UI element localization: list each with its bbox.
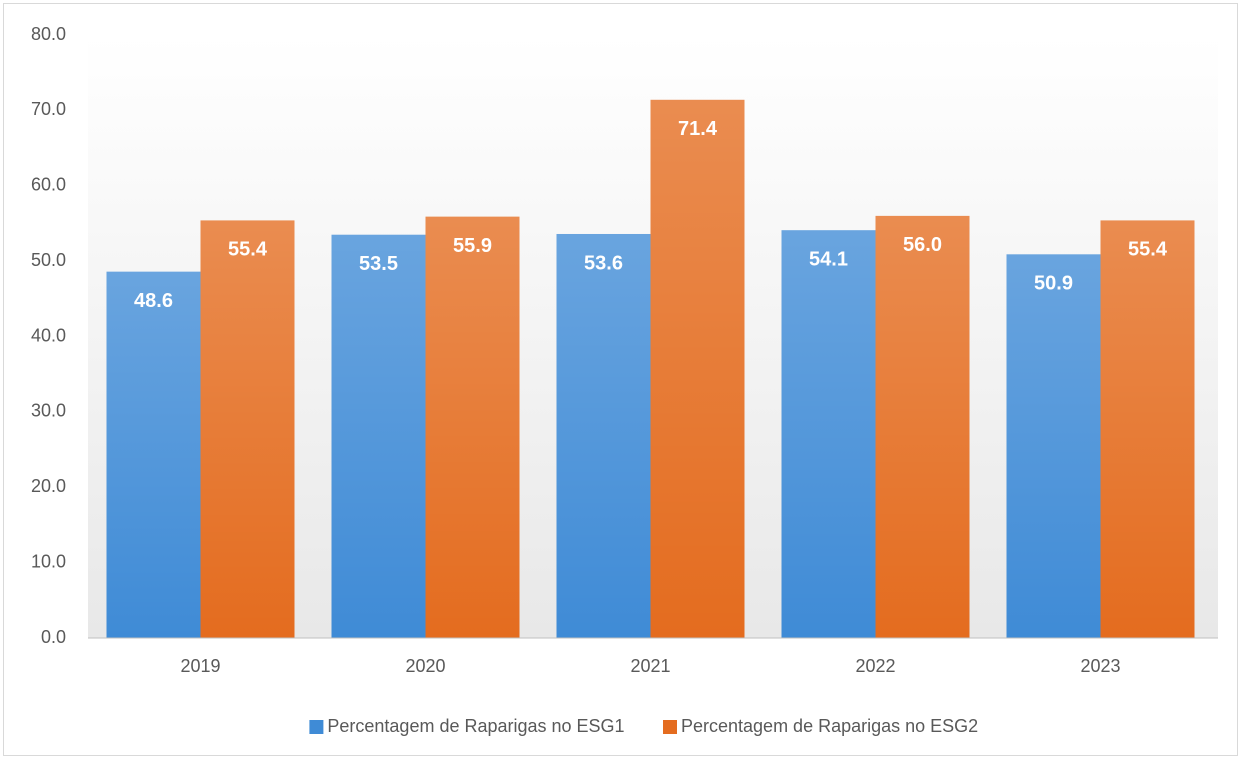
y-tick-label: 40.0 (31, 325, 66, 345)
bar-shine (875, 215, 970, 638)
value-label: 55.4 (228, 239, 268, 261)
bar-shine (106, 271, 201, 638)
y-tick-label: 70.0 (31, 99, 66, 119)
legend-swatch (309, 720, 324, 734)
y-tick-label: 80.0 (31, 24, 66, 44)
value-label: 53.6 (584, 252, 623, 274)
y-tick-label: 50.0 (31, 250, 66, 270)
x-tick-label: 2021 (630, 656, 670, 676)
value-label: 55.4 (1128, 239, 1168, 261)
value-label: 54.1 (809, 249, 848, 271)
legend-swatch (663, 720, 677, 734)
bar-shine (781, 230, 876, 638)
y-tick-label: 20.0 (31, 476, 66, 496)
bar-shine (200, 220, 295, 639)
y-tick-label: 30.0 (31, 401, 66, 421)
legend-label: Percentagem de Raparigas no ESG1 (327, 716, 624, 736)
bar-shine (331, 234, 426, 638)
value-label: 71.4 (678, 118, 718, 140)
value-label: 53.5 (359, 253, 398, 275)
x-tick-label: 2020 (405, 656, 445, 676)
y-tick-label: 0.0 (41, 627, 66, 647)
bar-shine (1100, 220, 1195, 639)
value-label: 50.9 (1034, 273, 1073, 295)
bar-shine (425, 216, 520, 638)
value-label: 56.0 (903, 234, 942, 256)
bar-shine (650, 99, 745, 638)
x-tick-label: 2019 (180, 656, 220, 676)
bar-shine (556, 233, 651, 639)
value-label: 48.6 (134, 290, 173, 312)
x-tick-label: 2022 (855, 656, 895, 676)
legend-label: Percentagem de Raparigas no ESG2 (681, 716, 978, 736)
bar-shine (1006, 254, 1101, 638)
x-tick-label: 2023 (1080, 656, 1120, 676)
value-label: 55.9 (453, 235, 492, 257)
y-tick-label: 60.0 (31, 175, 66, 195)
y-tick-label: 10.0 (31, 551, 66, 571)
